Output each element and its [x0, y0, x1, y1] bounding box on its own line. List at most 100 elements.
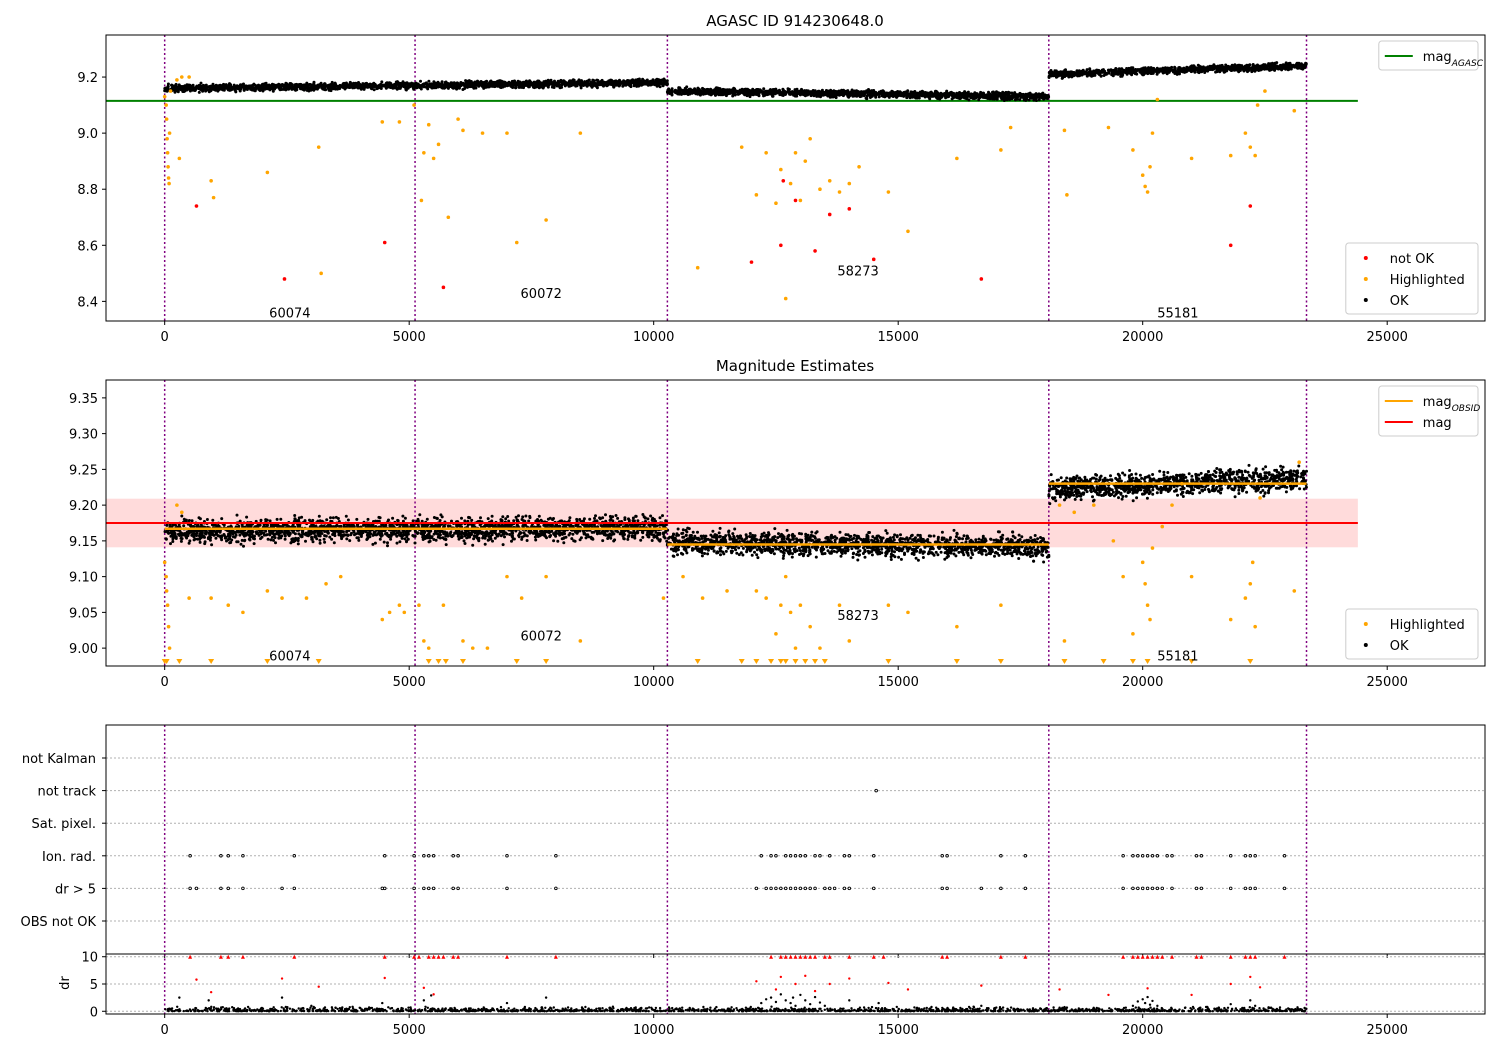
p1-not-ok-point [383, 241, 387, 245]
p1-y-tick-label: 9.0 [77, 127, 98, 142]
p4-dr-clipped-marker [241, 955, 245, 959]
p2-obsid-label: 58273 [837, 609, 878, 624]
p4-dr-high-point [804, 975, 806, 977]
p2-clipped-marker [793, 659, 799, 664]
p1-highlighted-point [1146, 190, 1150, 194]
p2-highlighted-point [1131, 632, 1135, 636]
p1-highlighted-point [1190, 157, 1194, 161]
p2-clipped-marker [208, 659, 214, 664]
p1-not-ok-point [794, 199, 798, 203]
p4-x-tick-label: 15000 [878, 1023, 919, 1038]
p3-flag-point [819, 855, 822, 858]
p2-highlighted-point [339, 575, 343, 579]
p2-y-tick-label: 9.35 [69, 392, 98, 407]
p2-highlighted-point [1297, 460, 1301, 464]
panel2-title: Magnitude Estimates [716, 357, 874, 375]
p3-flag-point [432, 855, 435, 858]
p3-flag-point [872, 887, 875, 890]
p4-dr-point [792, 996, 794, 998]
p1-not-ok-point [750, 260, 754, 264]
p3-flag-point [833, 887, 836, 890]
p2-highlighted-point [209, 596, 213, 600]
p2-highlighted-point [838, 603, 842, 607]
p1-x-tick-label: 15000 [878, 330, 919, 345]
p4-dr-clipped-marker [789, 955, 793, 959]
p4-dr-clipped-marker [1229, 955, 1233, 959]
p2-highlighted-point [1121, 575, 1125, 579]
p4-dr-high-point [1230, 983, 1232, 985]
p3-flag-point [1244, 887, 1247, 890]
p1-not-ok-point [283, 277, 287, 281]
p4-dr-high-point [384, 977, 386, 979]
p2-highlighted-point [1141, 561, 1145, 565]
p2-x-tick-label: 25000 [1367, 675, 1408, 690]
p1-highlighted-point [828, 179, 832, 183]
p2-clipped-marker [695, 659, 701, 664]
p4-dr-point [819, 1001, 821, 1003]
p2-highlighted-point [794, 646, 798, 650]
p1-highlighted-point [412, 103, 416, 107]
p4-dr-high-point [1146, 987, 1148, 989]
p2-legend-label: OK [1390, 639, 1409, 654]
p2-highlighted-point [662, 596, 666, 600]
p2-x-tick-label: 10000 [633, 675, 674, 690]
p4-dr-point [1151, 1000, 1153, 1002]
p3-flag-point [457, 887, 460, 890]
p3-flag-point [775, 887, 778, 890]
p4-dr-point [780, 993, 782, 995]
p2-highlighted-point [241, 611, 245, 615]
p4-y-tick-label: 5 [90, 978, 98, 993]
p1-x-tick-label: 25000 [1367, 330, 1408, 345]
p1-highlighted-point [420, 199, 424, 203]
p4-dr-clipped-marker [769, 955, 773, 959]
p2-clipped-marker [783, 659, 789, 664]
p2-highlighted-point [1143, 582, 1147, 586]
p2-clipped-marker [822, 659, 828, 664]
p2-obsid-label: 60074 [269, 649, 310, 664]
p1-highlighted-point [165, 117, 169, 121]
p1-highlighted-point [398, 120, 402, 124]
p2-highlighted-point [180, 510, 184, 514]
p3-flag-point [452, 855, 455, 858]
p4-dr-high-point [423, 987, 425, 989]
p4-dr-point [207, 999, 209, 1001]
p3-flag-point [220, 887, 223, 890]
p1-highlighted-point [847, 182, 851, 186]
p2-highlighted-point [1151, 546, 1155, 550]
p2-clipped-marker [1145, 659, 1151, 664]
p1-highlighted-point [505, 131, 509, 135]
p3-flag-point [427, 855, 430, 858]
p2-highlighted-point [725, 589, 729, 593]
p1-highlighted-point [168, 131, 172, 135]
p1-highlighted-point [166, 165, 170, 169]
p2-highlighted-point [1258, 496, 1262, 500]
p2-legend-box [1346, 609, 1478, 659]
p4-dr-high-point [794, 983, 796, 985]
p4-dr-point [804, 999, 806, 1001]
p3-flag-point [1229, 855, 1232, 858]
p3-flag-point [383, 887, 386, 890]
p4-x-tick-label: 20000 [1122, 1023, 1163, 1038]
p4-dr-high-point [432, 993, 434, 995]
p1-highlighted-point [906, 229, 910, 233]
p2-legend-label: mag [1423, 416, 1452, 431]
p4-dr-clipped-marker [1121, 955, 1125, 959]
p1-y-tick-label: 8.6 [77, 239, 98, 254]
p3-flag-point [814, 855, 817, 858]
p4-dr-high-point [848, 977, 850, 979]
p2-highlighted-point [461, 639, 465, 643]
p1-highlighted-point [764, 151, 768, 155]
p4-dr-high-point [1107, 994, 1109, 996]
p4-dr-point [814, 996, 816, 998]
p4-dr-point [799, 994, 801, 996]
p2-highlighted-point [402, 611, 406, 615]
p2-highlighted-point [417, 603, 421, 607]
p3-flag-point [189, 855, 192, 858]
p4-dr-point [760, 1002, 762, 1004]
p2-highlighted-point [784, 575, 788, 579]
p1-highlighted-point [165, 137, 169, 141]
p2-highlighted-point [442, 603, 446, 607]
p4-x-tick-label: 0 [161, 1023, 169, 1038]
p2-clipped-marker [443, 659, 449, 664]
